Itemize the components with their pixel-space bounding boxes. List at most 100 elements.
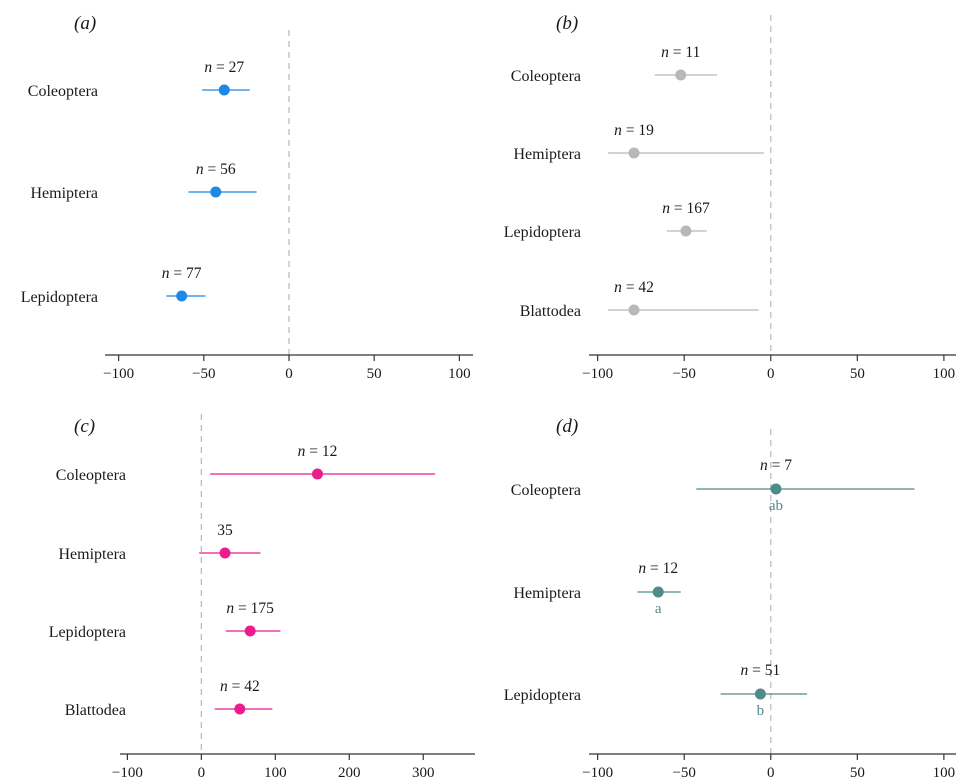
x-tick-label: 0 (198, 765, 206, 781)
equals-sign: = (622, 279, 639, 296)
category-label: Coleoptera (28, 83, 98, 100)
category-label: Coleoptera (511, 482, 581, 499)
x-tick-label: 100 (264, 765, 287, 781)
x-tick-label: 50 (850, 366, 865, 382)
n-value: 42 (638, 279, 654, 296)
sample-size-label: n = 12 (638, 560, 678, 577)
x-tick-label: 100 (933, 765, 956, 781)
equals-sign: = (170, 265, 187, 282)
x-tick-label: −100 (582, 366, 613, 382)
equals-sign: = (748, 662, 765, 679)
equals-sign: = (622, 122, 639, 139)
mean-point (770, 483, 782, 495)
x-tick-label: 0 (285, 366, 293, 382)
mean-point (652, 586, 664, 598)
significance-letter: b (757, 703, 765, 719)
x-tick-label: −50 (192, 366, 215, 382)
panel-label: (b) (556, 13, 578, 34)
n-symbol: n (760, 457, 768, 474)
sample-size-label: n = 51 (741, 662, 781, 679)
x-tick-label: 0 (767, 366, 775, 382)
category-label: Lepidoptera (21, 289, 98, 306)
category-label: Blattodea (520, 303, 581, 320)
category-label: Hemiptera (513, 146, 581, 163)
sample-size-label: n = 77 (162, 265, 202, 282)
x-tick-label: 200 (338, 765, 361, 781)
mean-point (628, 147, 640, 159)
n-value: 7 (784, 457, 792, 474)
category-label: Coleoptera (511, 68, 581, 85)
sample-size-label: n = 42 (220, 678, 260, 695)
category-label: Coleoptera (56, 467, 126, 484)
n-symbol: n (662, 200, 670, 217)
n-value: 51 (765, 662, 781, 679)
mean-point (176, 290, 188, 302)
x-tick-label: −100 (112, 765, 143, 781)
equals-sign: = (234, 600, 251, 617)
category-label: Lepidoptera (49, 624, 126, 641)
mean-point (234, 703, 246, 715)
n-value: 35 (217, 522, 233, 539)
mean-point (218, 84, 230, 96)
x-tick-label: −100 (582, 765, 613, 781)
mean-point (675, 69, 687, 81)
sample-size-label: n = 27 (204, 59, 244, 76)
x-tick-label: 0 (767, 765, 775, 781)
panel-a: (a) −100 −50 0 50 100 Coleoptera n = 27 Hemipter… (21, 13, 473, 382)
sample-size-label: n = 7 (760, 457, 792, 474)
significance-letter: a (655, 601, 662, 617)
equals-sign: = (670, 200, 687, 217)
equals-sign: = (212, 59, 229, 76)
significance-letter: ab (769, 498, 783, 514)
n-symbol: n (614, 122, 622, 139)
sample-size-label: n = 42 (614, 279, 654, 296)
sample-size-label: n = 56 (196, 161, 236, 178)
panel-label: (c) (74, 416, 95, 437)
n-value: 12 (663, 560, 679, 577)
n-symbol: n (196, 161, 204, 178)
sample-size-label: n = 11 (661, 44, 700, 61)
mean-point (311, 468, 323, 480)
panel-label: (d) (556, 416, 578, 437)
equals-sign: = (204, 161, 221, 178)
x-tick-label: 100 (933, 366, 956, 382)
equals-sign: = (305, 443, 322, 460)
sample-size-label: n = 12 (298, 443, 338, 460)
equals-sign: = (669, 44, 686, 61)
panel-b: (b) −100 −50 0 50 100 Coleoptera n = 11 Hemipter… (504, 13, 956, 382)
mean-point (680, 225, 692, 237)
n-value: 11 (685, 44, 700, 61)
sample-size-label: 35 (217, 522, 233, 539)
mean-point (244, 625, 256, 637)
mean-point (219, 547, 231, 559)
x-tick-label: 50 (367, 366, 382, 382)
category-label: Hemiptera (513, 585, 581, 602)
category-label: Lepidoptera (504, 224, 581, 241)
category-label: Hemiptera (58, 546, 126, 563)
n-symbol: n (614, 279, 622, 296)
n-symbol: n (226, 600, 234, 617)
n-value: 42 (244, 678, 260, 695)
category-label: Lepidoptera (504, 687, 581, 704)
equals-sign: = (228, 678, 245, 695)
n-symbol: n (298, 443, 306, 460)
x-tick-label: 100 (448, 366, 471, 382)
sample-size-label: n = 19 (614, 122, 654, 139)
n-symbol: n (741, 662, 749, 679)
mean-point (754, 688, 766, 700)
equals-sign: = (646, 560, 663, 577)
equals-sign: = (768, 457, 785, 474)
mean-point (628, 304, 640, 316)
n-value: 167 (686, 200, 710, 217)
n-value: 19 (638, 122, 654, 139)
x-tick-label: −100 (103, 366, 134, 382)
n-symbol: n (220, 678, 228, 695)
n-value: 27 (229, 59, 245, 76)
n-value: 175 (251, 600, 275, 617)
mean-point (210, 186, 222, 198)
n-value: 77 (186, 265, 202, 282)
panel-label: (a) (74, 13, 96, 34)
n-value: 56 (220, 161, 236, 178)
